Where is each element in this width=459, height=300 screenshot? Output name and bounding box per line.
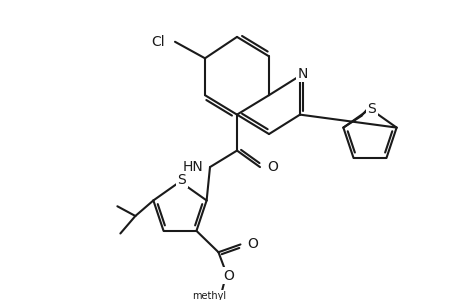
- Text: HN: HN: [182, 160, 202, 174]
- Text: O: O: [247, 238, 258, 251]
- Text: O: O: [266, 160, 277, 174]
- Text: O: O: [223, 268, 233, 283]
- Text: S: S: [367, 102, 375, 116]
- Text: Cl: Cl: [151, 35, 165, 49]
- Text: S: S: [177, 173, 186, 187]
- Text: methyl: methyl: [192, 291, 226, 300]
- Text: N: N: [297, 67, 308, 81]
